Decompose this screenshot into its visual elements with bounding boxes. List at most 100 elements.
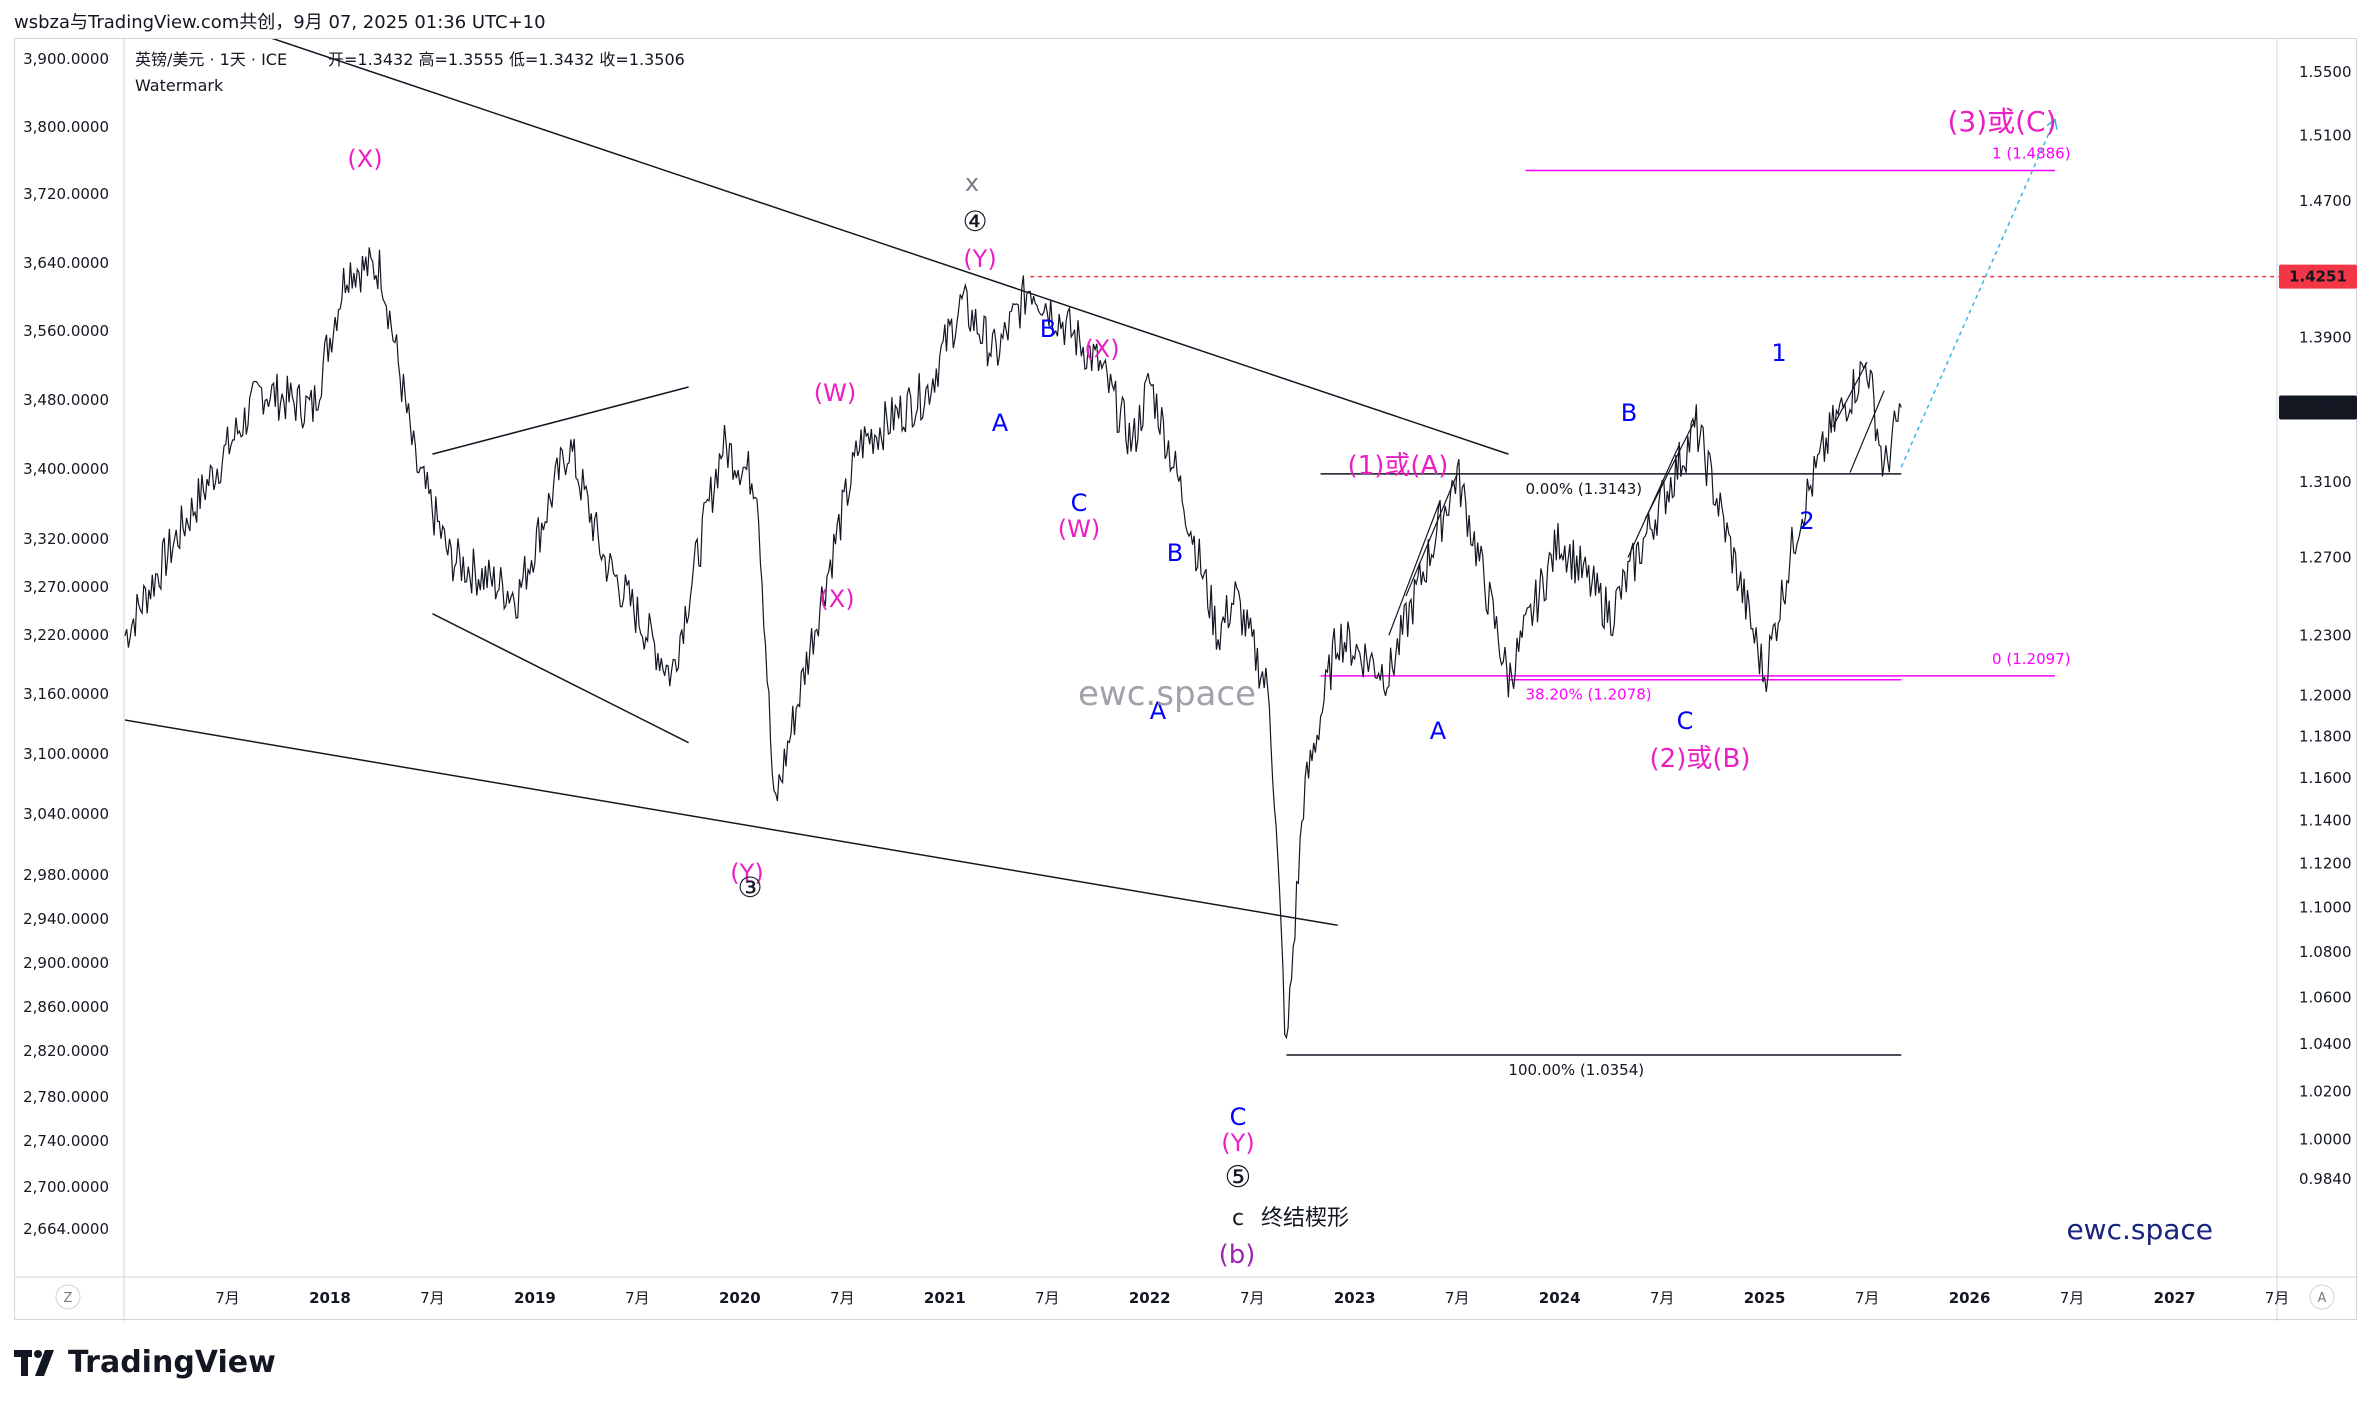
right-axis-tick-label: 1.0200 [2299,1082,2352,1100]
wave-label: (Y) [730,859,763,887]
wave-label: (W) [1058,515,1100,543]
wave-label: A [1430,717,1447,745]
price-tag-label: 1.4251 [2289,268,2347,286]
z-button[interactable]: Z [55,1284,81,1310]
x-axis-tick-label: 7月 [1240,1289,1265,1307]
level-label: 38.20% (1.2078) [1526,686,1652,704]
x-axis-tick-label: 2026 [1949,1289,1991,1307]
wedge-line [1627,444,1680,558]
right-axis-tick-label: 1.2000 [2299,687,2352,705]
x-axis-tick-label: 2027 [2154,1289,2196,1307]
x-axis-tick-label: 2021 [924,1289,966,1307]
right-axis-tick-label: 1.0400 [2299,1035,2352,1053]
wedge-line [1832,361,1868,427]
level-label: 0 (1.2097) [1992,650,2071,668]
right-axis-tick-label: 1.1600 [2299,769,2352,787]
left-axis-tick-label: 2,980.0000 [23,866,109,884]
z-button-label: Z [64,1291,73,1306]
projection-line [1900,119,2056,468]
price-tag [2279,264,2357,289]
right-axis-tick-label: 1.5500 [2299,63,2352,81]
left-axis-tick-label: 2,700.0000 [23,1178,109,1196]
left-axis-tick-label: 2,780.0000 [23,1088,109,1106]
x-axis-tick-label: 2018 [309,1289,351,1307]
left-axis-tick-label: 3,720.0000 [23,185,109,203]
left-axis-tick-label: 2,940.0000 [23,910,109,928]
x-axis-tick-label: 7月 [1035,1289,1060,1307]
right-axis-tick-label: 1.0600 [2299,989,2352,1007]
right-axis-tick-label: 0.9840 [2299,1170,2352,1188]
trendline [432,386,689,455]
tradingview-logo-icon [14,1349,54,1376]
left-axis-tick-label: 2,860.0000 [23,998,109,1016]
wave-label: 终结楔形 [1261,1206,1349,1231]
x-axis-tick-label: 7月 [215,1289,240,1307]
wave-label: B [1621,399,1637,427]
wave-label: (Y) [963,245,996,273]
left-axis-tick-label: 2,740.0000 [23,1132,109,1150]
right-axis-tick-label: 1.5100 [2299,127,2352,145]
chart-attribution: wsbza与TradingView.com共创，9月 07, 2025 01:3… [14,12,546,33]
level-label: 0.00% (1.3143) [1526,480,1643,498]
trendline [432,613,689,744]
left-axis-tick-label: 3,800.0000 [23,118,109,136]
wave-label: C [1071,489,1088,517]
legend-symbol: 英镑/美元 · 1天 · ICE [135,50,287,69]
wave-label: (X) [347,145,382,173]
left-axis-tick-label: 3,270.0000 [23,578,109,596]
wave-label: C [1230,1103,1247,1131]
x-axis-tick-label: 2020 [719,1289,761,1307]
wedge-line [1849,390,1885,473]
wave-label: 2 [1799,507,1814,535]
a-button[interactable]: A [2309,1284,2335,1310]
right-axis-tick-label: 1.3900 [2299,328,2352,346]
wave-label: (1)或(A) [1348,451,1449,481]
left-axis-tick-label: 2,820.0000 [23,1042,109,1060]
wave-label: A [1150,697,1167,725]
wedge-line [1388,500,1441,636]
chart-frame: 1 (1.4886) 0 (1.2097) 0.00% (1.3143) 38.20%… [14,38,2358,1321]
wave-label: (b) [1219,1240,1256,1270]
x-axis-tick-label: 7月 [2265,1289,2290,1307]
wave-label: 1 [1771,339,1786,367]
left-axis-tick-label: 3,100.0000 [23,745,109,763]
x-axis-tick-label: 2019 [514,1289,556,1307]
level-label: 1 (1.4886) [1992,144,2071,162]
tradingview-logo[interactable]: TradingView [14,1345,276,1380]
legend-watermark-label: Watermark [135,76,224,95]
wave-label: (W) [814,379,856,407]
x-axis-tick-label: 2025 [1744,1289,1786,1307]
x-axis-tick-label: 2024 [1539,1289,1581,1307]
left-axis-tick-label: 3,640.0000 [23,254,109,272]
x-axis-tick-label: 7月 [830,1289,855,1307]
x-axis-tick-label: 7月 [1650,1289,1675,1307]
left-axis-tick-label: 3,560.0000 [23,322,109,340]
wave-label: ③ [737,871,762,904]
right-axis-tick-label: 1.1200 [2299,855,2352,873]
left-axis-tick-label: 2,900.0000 [23,954,109,972]
wave-label: (X) [1084,335,1119,363]
left-axis-tick-label: 3,480.0000 [23,391,109,409]
tradingview-logo-text: TradingView [68,1345,276,1380]
right-axis-tick-label: 1.3100 [2299,473,2352,491]
left-axis-tick-label: 3,160.0000 [23,685,109,703]
left-axis-tick-label: 3,900.0000 [23,50,109,68]
price-tag-label: 1.3506 [2289,398,2347,416]
price-chart[interactable]: 1 (1.4886) 0 (1.2097) 0.00% (1.3143) 38.20%… [15,39,2358,1321]
wave-label: B [1167,539,1183,567]
wave-label: (3)或(C) [1947,105,2056,138]
watermark-center: ewc.space [1078,674,1256,714]
wave-label: A [992,409,1009,437]
right-axis-tick-label: 1.0800 [2299,943,2352,961]
x-axis-tick-label: 7月 [625,1289,650,1307]
right-axis-tick-label: 1.0000 [2299,1131,2352,1149]
right-axis-tick-label: 1.1800 [2299,727,2352,745]
right-axis-tick-label: 1.4700 [2299,192,2352,210]
wave-label: ④ [962,205,987,238]
price-tag [2279,395,2357,420]
wave-label: ⑤ [1225,1160,1252,1195]
level-label: 100.00% (1.0354) [1508,1061,1644,1079]
x-axis-tick-label: 7月 [1445,1289,1470,1307]
x-axis-tick-label: 2022 [1129,1289,1171,1307]
wave-label: B [1040,315,1056,343]
